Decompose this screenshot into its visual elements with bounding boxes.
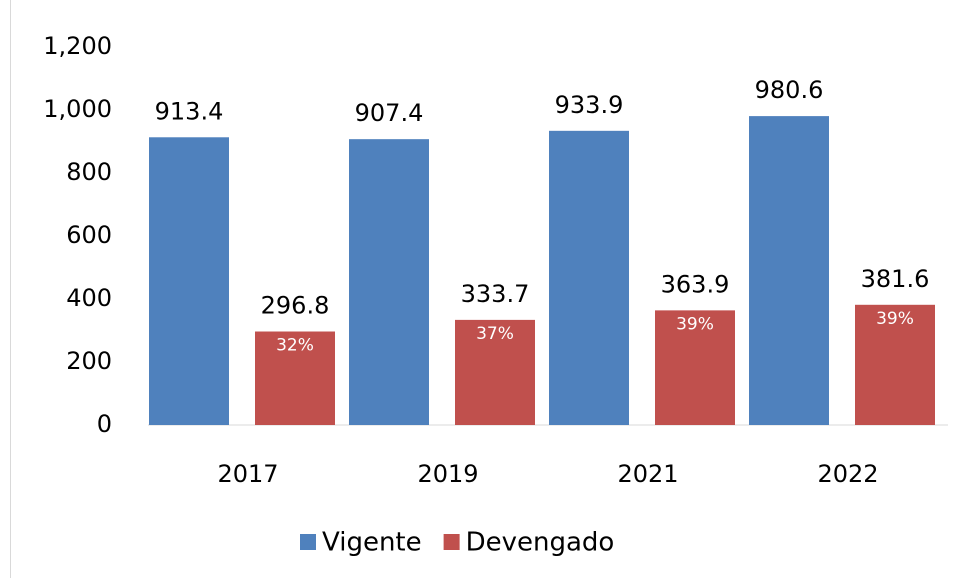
bar — [149, 137, 229, 426]
data-label: 980.6 — [755, 76, 824, 104]
y-tick-label: 400 — [66, 284, 112, 312]
inner-label: 39% — [876, 309, 914, 329]
y-tick-label: 200 — [66, 347, 112, 375]
bar — [855, 304, 935, 425]
data-label: 381.6 — [861, 265, 930, 293]
bar — [255, 331, 335, 425]
data-label: 296.8 — [261, 292, 330, 320]
bar — [655, 310, 735, 425]
data-label: 363.9 — [661, 270, 730, 298]
x-tick-label: 2019 — [417, 460, 478, 488]
bar — [455, 319, 535, 425]
data-label: 333.7 — [461, 280, 530, 308]
y-tick-label: 600 — [66, 221, 112, 249]
inner-label: 32% — [276, 336, 314, 356]
legend-label: Vigente — [322, 528, 422, 558]
legend-swatch — [443, 534, 460, 550]
data-label: 913.4 — [155, 97, 224, 125]
y-tick-label: 0 — [97, 410, 112, 438]
y-tick-label: 800 — [66, 158, 112, 186]
bar — [549, 130, 629, 425]
bar — [749, 116, 829, 426]
x-tick-label: 2021 — [617, 460, 678, 488]
legend-label: Devengado — [466, 528, 615, 558]
legend-swatch — [300, 534, 316, 550]
chart-frame — [10, 0, 11, 578]
data-label: 933.9 — [555, 91, 624, 119]
bar — [349, 139, 429, 425]
x-tick-label: 2022 — [817, 460, 878, 488]
inner-label: 39% — [676, 314, 714, 334]
x-tick-label: 2017 — [217, 460, 278, 488]
data-label: 907.4 — [355, 99, 424, 127]
inner-label: 37% — [476, 324, 514, 344]
y-tick-label: 1,000 — [43, 95, 112, 123]
y-tick-label: 1,200 — [43, 32, 112, 60]
